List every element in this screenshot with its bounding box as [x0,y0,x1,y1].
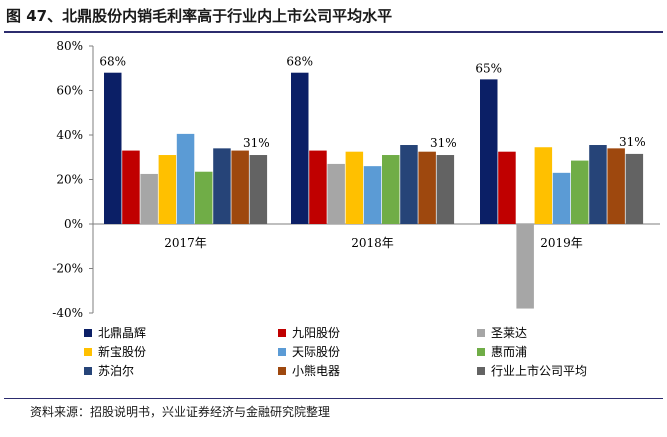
bar-7-2 [400,145,418,224]
legend-swatch [84,329,92,337]
bar-6-3 [571,160,589,224]
bar-8-2 [418,151,436,224]
bar-6-2 [382,155,400,224]
data-label: 68% [286,55,313,69]
bar-9-3 [625,153,644,224]
bar-7-1 [213,148,231,224]
y-tick-label: 20% [56,173,83,187]
legend-label: 新宝股份 [98,344,146,359]
footer-divider [4,398,663,399]
bar-3-2 [327,163,345,224]
legend-label: 天际股份 [292,345,340,359]
x-category-label: 2019年 [540,236,583,250]
bar-2-2 [309,150,327,224]
bar-3-3 [516,224,534,309]
legend-label: 苏泊尔 [98,363,134,378]
legend-label: 小熊电器 [292,363,340,378]
figure-title-bar: 图 47、北鼎股份内销毛利率高于行业内上市公司平均水平 [0,0,667,30]
legend-swatch [278,348,286,356]
legend-label: 九阳股份 [292,326,340,340]
y-tick-label: 0% [64,217,83,231]
plot-area: 80% 60% 40% 20% 0% -20% -40% 2017年 68% 31% 2018年 68… [52,39,660,320]
bar-8-1 [231,150,249,224]
bar-9-2 [436,155,455,224]
bar-7-3 [589,145,607,224]
bar-4-3 [534,147,553,224]
x-category-label: 2018年 [351,236,394,250]
figure-title: 图 47、北鼎股份内销毛利率高于行业内上市公司平均水平 [6,7,393,25]
legend-label: 行业上市公司平均 [491,363,587,378]
bar-2-1 [122,150,140,224]
legend-swatch [477,367,485,375]
bar-6-1 [195,171,213,224]
y-tick-label: 80% [56,39,83,53]
bar-5-2 [363,166,382,224]
legend-swatch [84,367,92,375]
y-tick-label: 60% [56,84,83,98]
bar-9-1 [249,155,268,224]
bar-1-2 [291,72,309,224]
data-label: 31% [243,136,270,150]
bar-4-1 [158,155,177,224]
bar-3-1 [140,173,158,224]
source-note: 资料来源：招股说明书，兴业证券经济与金融研究院整理 [30,405,331,419]
y-tick-label: 40% [56,128,83,142]
bar-8-3 [607,148,625,224]
bar-1-3 [480,79,498,224]
legend-label: 惠而浦 [491,345,527,359]
x-category-label: 2017年 [164,236,207,250]
legend-swatch [278,367,286,375]
legend-swatch [477,348,485,356]
data-label: 31% [619,135,646,149]
data-label: 68% [99,55,126,69]
data-label: 65% [475,61,502,75]
y-tick-label: -40% [52,306,83,320]
bar-5-1 [176,133,195,224]
bar-chart: 80% 60% 40% 20% 0% -20% -40% 2017年 68% 31% 2018年 68… [52,39,660,378]
bar-5-3 [552,172,571,224]
legend-label: 圣莱达 [491,326,527,340]
y-tick-label: -20% [52,262,83,276]
legend-label: 北鼎晶辉 [98,326,146,340]
bar-1-1 [104,72,122,224]
bar-4-2 [345,151,364,224]
legend-swatch [278,329,286,337]
data-label: 31% [430,136,457,150]
title-divider [4,31,663,33]
legend-swatch [84,348,92,356]
bar-2-3 [498,151,516,224]
legend-swatch [477,329,485,337]
